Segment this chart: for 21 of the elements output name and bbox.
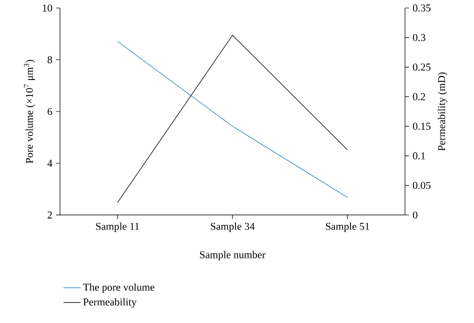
y2-tick-label: 0.25 xyxy=(412,64,430,71)
y-tick-label: 10 xyxy=(42,4,52,12)
y2-tick-label: 0.1 xyxy=(412,152,426,160)
y-tick-label: 6 xyxy=(48,108,52,116)
x-axis-title: Sample number xyxy=(200,250,266,260)
y-axis-title: Pore volume (×10$^{7}$ μm$^{3}$) xyxy=(24,60,36,164)
legend-label: The pore volume xyxy=(83,283,154,293)
y2-axis-title: Permeability (mD) xyxy=(438,72,448,151)
y2-tick-label: 0.15 xyxy=(412,122,430,130)
x-tick-label: Sample 51 xyxy=(326,222,370,232)
y-tick-label: 4 xyxy=(47,160,52,167)
y2-tick-label: 0.3 xyxy=(412,34,426,42)
y2-tick-label: 0.2 xyxy=(412,93,426,100)
x-tick-label: Sample 11 xyxy=(96,222,139,232)
y2-tick-label: 0.35 xyxy=(412,4,430,12)
y2-tick-label: 0.05 xyxy=(412,182,430,189)
y2-tick-label: 0 xyxy=(412,211,418,219)
y-tick-label: 2 xyxy=(48,212,52,218)
x-tick-label: Sample 34 xyxy=(210,222,255,232)
legend-label: Permeability xyxy=(83,298,137,308)
y-tick-label: 8 xyxy=(48,56,52,64)
